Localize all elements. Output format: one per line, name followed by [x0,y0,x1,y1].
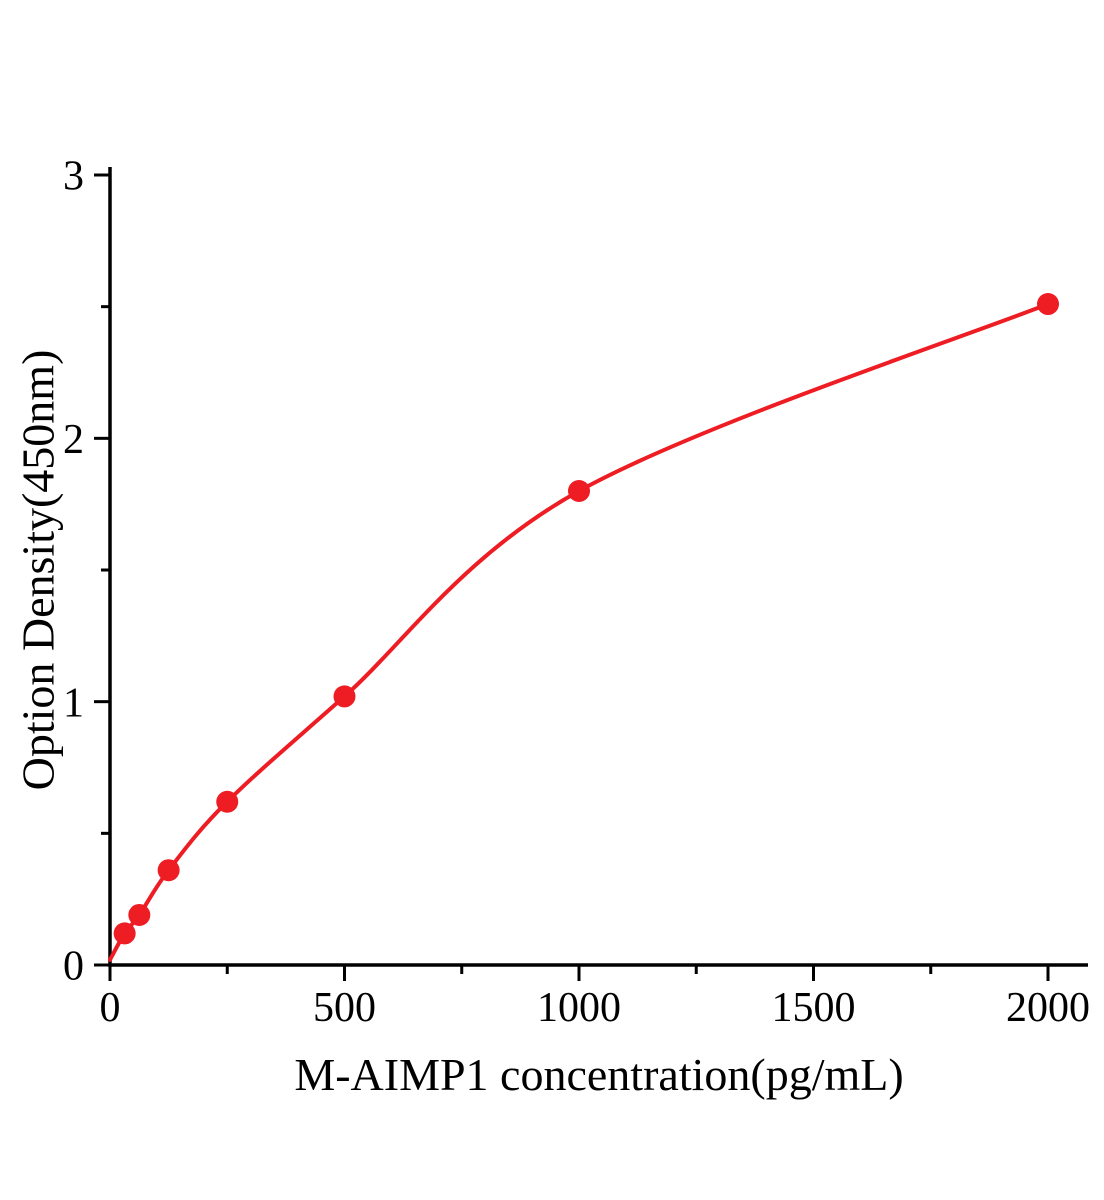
y-axis-label: Option Density(450nm) [12,349,64,791]
x-tick-label: 2000 [1006,985,1090,1031]
data-point [333,685,356,708]
data-point [216,790,239,813]
x-tick-label: 1000 [537,985,621,1031]
fitted-curve [108,302,1050,962]
x-tick-label: 500 [313,985,376,1031]
data-point [113,922,136,945]
y-tick-label: 2 [63,417,84,463]
data-point [568,480,590,502]
x-axis-label: M-AIMP1 concentration(pg/mL) [294,1049,904,1100]
x-tick-label: 1500 [772,985,856,1031]
y-tick-label: 3 [63,154,84,200]
data-point [128,903,151,926]
x-tick-label: 0 [100,985,121,1031]
y-tick-label: 1 [63,680,84,726]
y-tick-label: 0 [63,944,84,990]
data-point [157,859,180,882]
data-point [1037,293,1059,316]
